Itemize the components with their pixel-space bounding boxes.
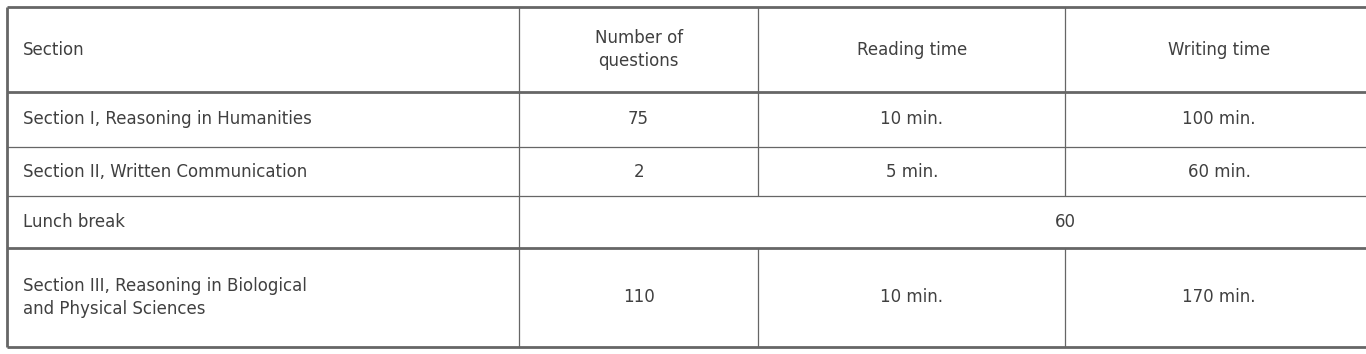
Text: 170 min.: 170 min. — [1183, 289, 1255, 306]
Text: Writing time: Writing time — [1168, 41, 1270, 58]
Text: 110: 110 — [623, 289, 654, 306]
Text: Section II, Written Communication: Section II, Written Communication — [23, 163, 307, 181]
Text: 60: 60 — [1055, 213, 1076, 231]
Text: 2: 2 — [634, 163, 643, 181]
Text: Section: Section — [23, 41, 85, 58]
Text: Lunch break: Lunch break — [23, 213, 126, 231]
Text: 10 min.: 10 min. — [880, 110, 944, 129]
Text: 10 min.: 10 min. — [880, 289, 944, 306]
Text: 60 min.: 60 min. — [1187, 163, 1251, 181]
Text: 5 min.: 5 min. — [885, 163, 938, 181]
Text: 75: 75 — [628, 110, 649, 129]
Text: Section I, Reasoning in Humanities: Section I, Reasoning in Humanities — [23, 110, 311, 129]
Text: Section III, Reasoning in Biological
and Physical Sciences: Section III, Reasoning in Biological and… — [23, 276, 307, 318]
Text: Reading time: Reading time — [856, 41, 967, 58]
Text: 100 min.: 100 min. — [1183, 110, 1255, 129]
Text: Number of
questions: Number of questions — [594, 29, 683, 70]
